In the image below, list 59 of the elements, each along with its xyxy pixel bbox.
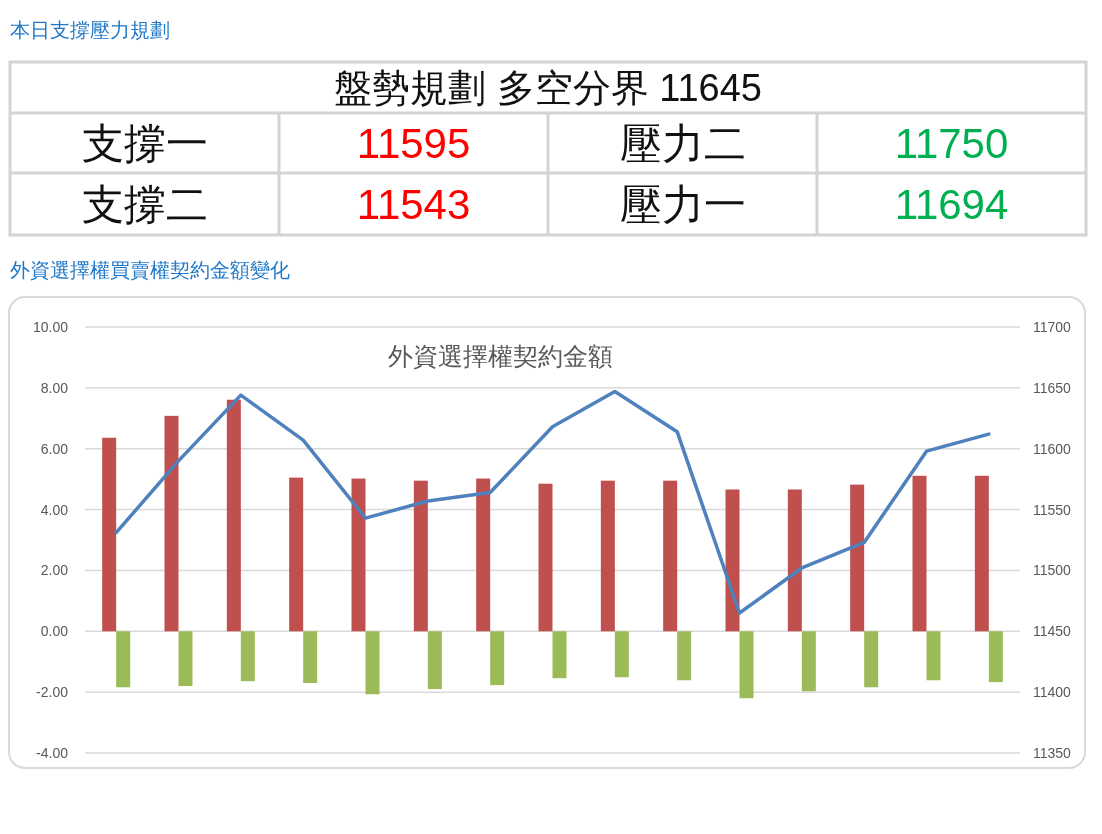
y-tick-label: 10.00	[32, 319, 69, 335]
bar	[787, 489, 802, 632]
bar	[663, 480, 678, 632]
y-tick-label: 2.00	[40, 562, 69, 579]
y2-tick-label: 11500	[1033, 562, 1072, 579]
bar	[226, 399, 241, 632]
bar	[912, 475, 927, 632]
y-tick-label: 8.00	[40, 379, 69, 396]
bar	[102, 437, 117, 632]
text: 支撐一	[81, 120, 208, 167]
bar	[365, 631, 380, 695]
text: 11543	[356, 181, 471, 228]
y-tick-label: 4.00	[40, 501, 69, 518]
bar	[801, 631, 816, 692]
text: 壓力二	[619, 120, 746, 167]
bar	[303, 631, 318, 684]
text: 盤勢規劃 多空分界 11645	[334, 66, 762, 109]
bar	[164, 415, 179, 632]
bar	[538, 483, 553, 632]
bar	[614, 631, 629, 678]
chart-title: 外資選擇權買賣權契約金額變化	[10, 259, 290, 281]
y2-tick-label: 11550	[1033, 501, 1072, 518]
y2-tick-label: 11350	[1033, 745, 1072, 761]
text: 壓力一	[619, 181, 746, 228]
y2-tick-label: 11600	[1033, 440, 1072, 457]
y-tick-label: 6.00	[40, 440, 69, 457]
bar	[926, 631, 941, 681]
y-tick-label: -2.00	[36, 684, 69, 701]
bar	[490, 631, 505, 686]
bar	[552, 631, 567, 679]
bar	[739, 631, 754, 699]
bar	[289, 477, 304, 632]
bar	[850, 484, 865, 632]
y2-tick-label: 11650	[1033, 379, 1072, 396]
y-tick-label: -4.00	[36, 745, 69, 761]
bar	[864, 631, 879, 688]
bar	[974, 475, 989, 632]
bar	[476, 478, 491, 632]
bar	[427, 631, 442, 690]
text: 11595	[356, 120, 471, 167]
y-tick-label: 0.00	[40, 623, 69, 640]
bar	[116, 631, 131, 688]
y2-tick-label: 11450	[1033, 623, 1072, 640]
text: 11694	[894, 181, 1009, 228]
bar	[725, 489, 740, 632]
bar	[351, 478, 366, 632]
text: 11750	[894, 120, 1009, 167]
text: 本日支撐壓力規劃	[10, 19, 170, 41]
bar	[600, 480, 615, 632]
text: 外資選擇權契約金額	[387, 342, 613, 370]
bar	[413, 480, 428, 632]
bar	[988, 631, 1003, 683]
y2-tick-label: 11400	[1033, 684, 1072, 701]
line-series	[114, 389, 991, 615]
y2-tick-label: 11700	[1033, 319, 1072, 335]
text: 支撐二	[81, 181, 208, 228]
bar	[178, 631, 193, 687]
bar	[240, 631, 255, 682]
bar	[677, 631, 692, 681]
